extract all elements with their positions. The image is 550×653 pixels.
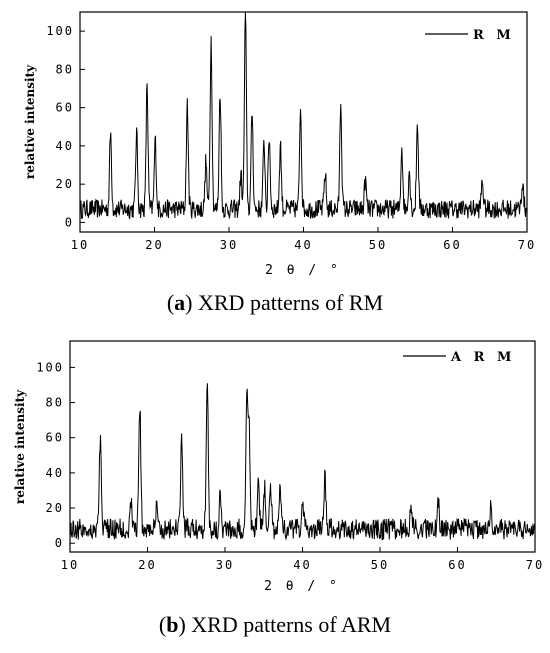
legend-label: A R M xyxy=(450,350,515,365)
x-tick-label: 30 xyxy=(216,558,234,572)
series-line-arm xyxy=(69,383,536,541)
y-tick-label: 20 xyxy=(46,501,64,515)
y-tick-label: 60 xyxy=(56,101,74,115)
x-tick-label: 20 xyxy=(138,558,156,572)
y-tick-label: 40 xyxy=(46,466,64,480)
y-tick-label: 80 xyxy=(56,62,74,76)
series-line-rm xyxy=(79,11,528,220)
x-tick-label: 50 xyxy=(371,558,389,572)
caption-text: XRD patterns of ARM xyxy=(191,612,392,637)
x-tick-label: 10 xyxy=(61,558,79,572)
x-tick-label: 20 xyxy=(145,238,163,252)
caption-letter: a xyxy=(174,290,186,315)
y-tick-label: 100 xyxy=(36,360,64,374)
x-tick-label: 40 xyxy=(294,238,312,252)
caption-text: XRD patterns of RM xyxy=(198,290,384,315)
caption-a: (a) XRD patterns of RM xyxy=(166,290,384,315)
y-axis-ticks: 0 20 40 60 80 100 xyxy=(46,24,85,229)
chart-arm: 0 20 40 60 80 100 10 20 30 40 50 60 70 A R M relati… xyxy=(13,340,544,594)
caption-letter: b xyxy=(166,612,179,637)
y-tick-label: 0 xyxy=(55,536,64,550)
y-tick-label: 100 xyxy=(46,24,74,38)
y-tick-label: 80 xyxy=(46,396,64,410)
y-axis-label: relative intensity xyxy=(23,64,37,179)
x-tick-label: 40 xyxy=(293,558,311,572)
y-tick-label: 60 xyxy=(46,431,64,445)
legend-label: R M xyxy=(473,28,515,43)
x-axis-label: 2 θ / ° xyxy=(265,263,341,278)
y-tick-label: 40 xyxy=(56,139,74,153)
x-axis-ticks: 10 20 30 40 50 60 70 xyxy=(71,227,536,252)
y-tick-label: 0 xyxy=(65,215,74,229)
caption-b: (b) XRD patterns of ARM xyxy=(158,612,392,637)
x-tick-label: 70 xyxy=(526,558,544,572)
x-tick-label: 60 xyxy=(448,558,466,572)
chart-rm: 0 20 40 60 80 100 10 20 30 40 50 60 70 R M relative… xyxy=(23,11,536,278)
x-tick-label: 60 xyxy=(443,238,461,252)
y-axis-ticks: 0 20 40 60 80 100 xyxy=(36,360,75,550)
x-axis-ticks: 10 20 30 40 50 60 70 xyxy=(61,547,544,572)
x-tick-label: 50 xyxy=(369,238,387,252)
plot-frame xyxy=(79,11,528,233)
x-tick-label: 10 xyxy=(71,238,89,252)
x-tick-label: 70 xyxy=(518,238,536,252)
y-tick-label: 20 xyxy=(56,177,74,191)
y-axis-label: relative intensity xyxy=(13,389,27,504)
x-axis-label: 2 θ / ° xyxy=(264,579,340,594)
x-tick-label: 30 xyxy=(220,238,238,252)
